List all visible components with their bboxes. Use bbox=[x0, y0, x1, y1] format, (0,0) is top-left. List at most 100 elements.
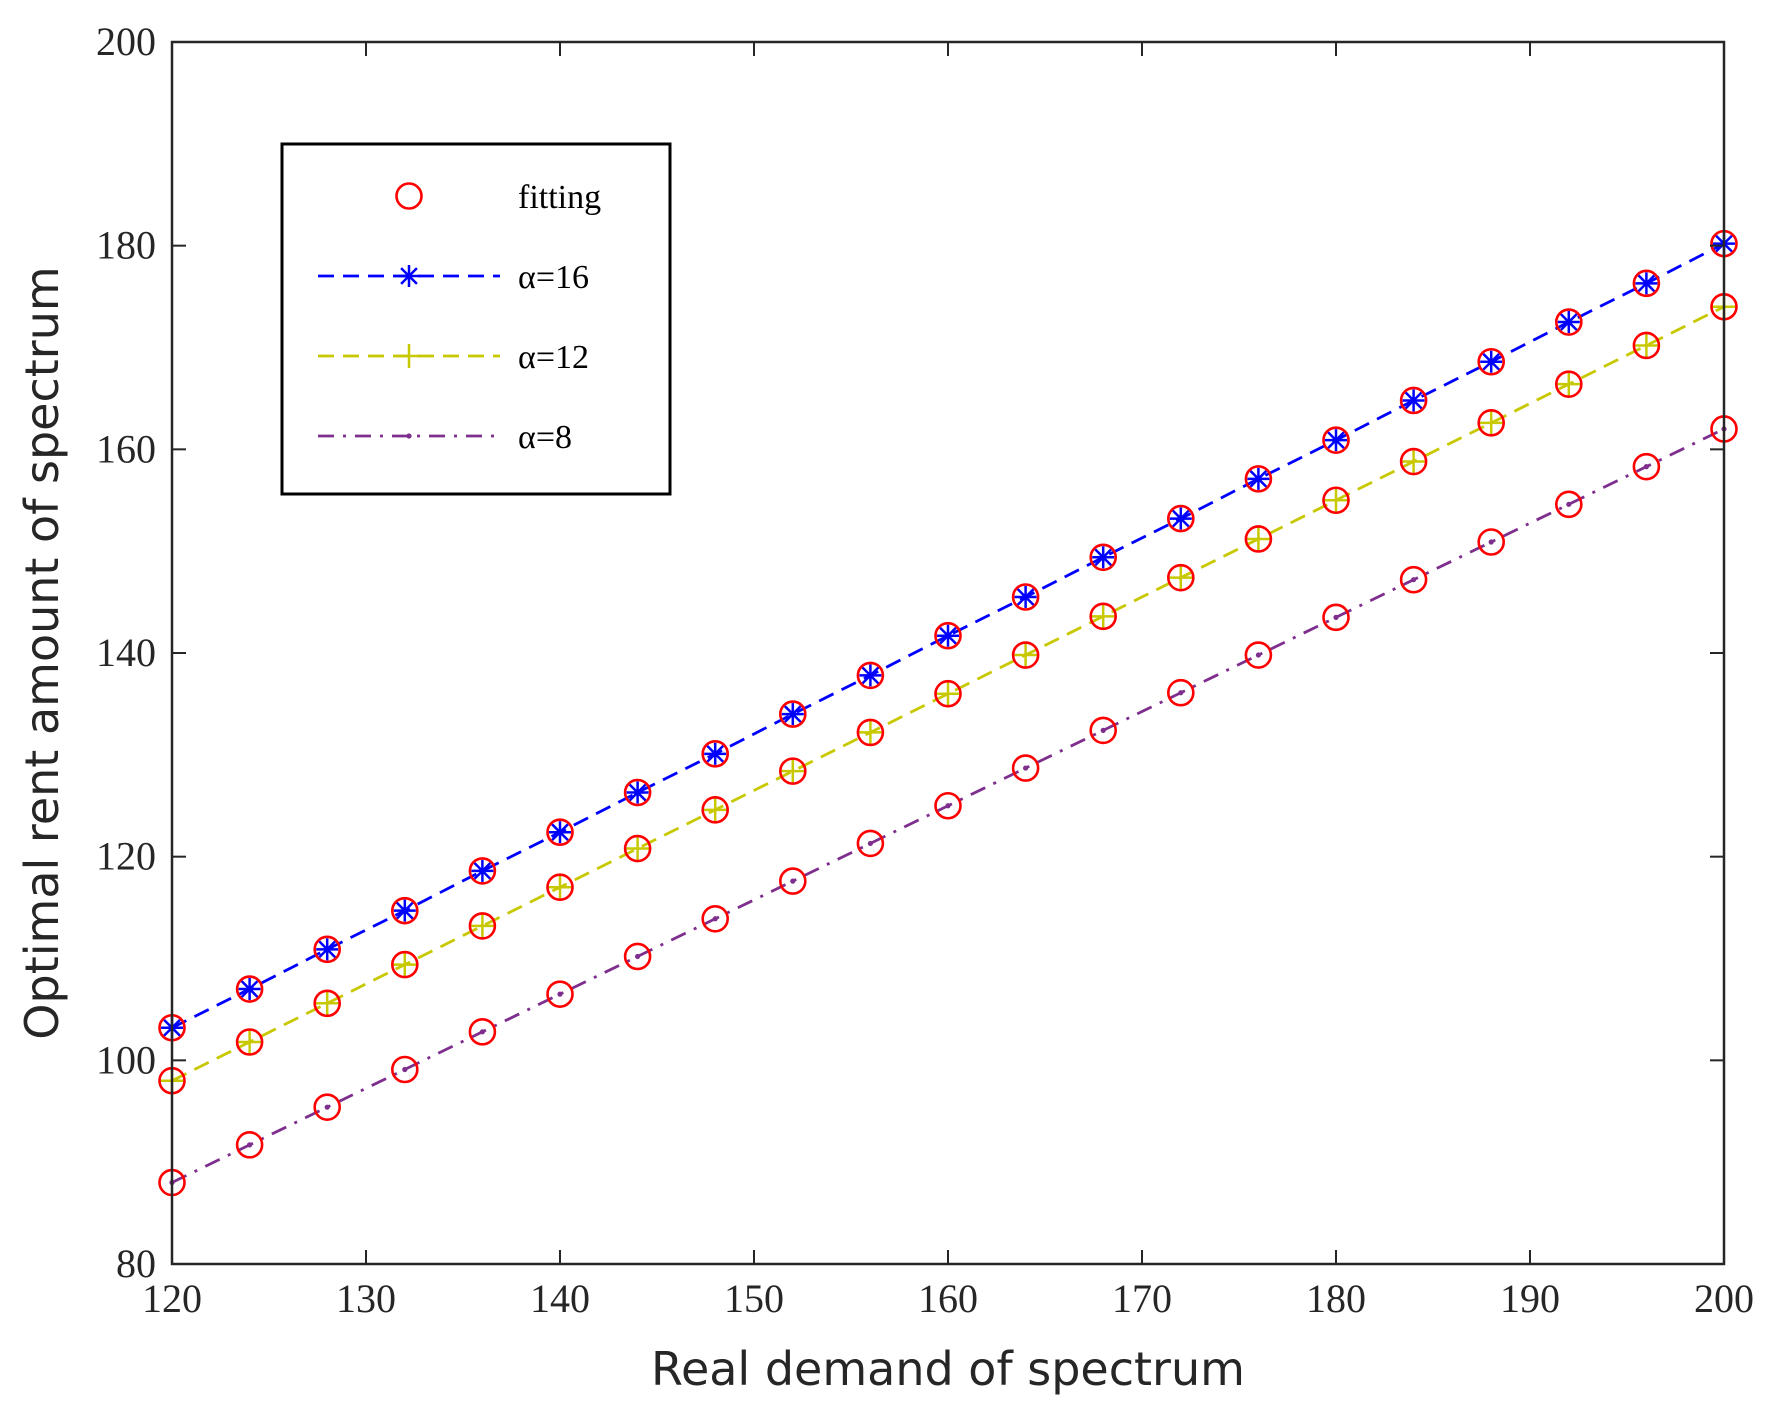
data-point bbox=[1479, 410, 1504, 435]
y-tick-label: 120 bbox=[96, 834, 156, 879]
fitting-point bbox=[235, 975, 264, 1003]
data-point bbox=[625, 836, 650, 861]
fitting-point bbox=[468, 857, 497, 885]
data-point bbox=[392, 952, 417, 977]
legend-marker bbox=[395, 182, 423, 210]
series-line bbox=[171, 305, 1725, 1082]
fitting-point bbox=[1632, 452, 1661, 481]
fitting-point bbox=[1089, 716, 1117, 745]
legend-entry: α=16 bbox=[318, 259, 589, 296]
fitting-point bbox=[235, 1131, 264, 1159]
fitting-point bbox=[701, 740, 730, 768]
data-point bbox=[626, 781, 649, 804]
y-tick-label: 140 bbox=[96, 630, 156, 675]
data-point bbox=[1401, 449, 1426, 474]
fitting-point bbox=[1632, 269, 1661, 298]
x-tick-label: 200 bbox=[1694, 1276, 1754, 1321]
data-point bbox=[1014, 585, 1037, 608]
fitting-point bbox=[1244, 641, 1273, 669]
data-point bbox=[1255, 652, 1261, 658]
data-point bbox=[781, 703, 804, 726]
data-point bbox=[712, 916, 718, 922]
fitting-point bbox=[1477, 528, 1505, 556]
legend-marker bbox=[406, 433, 412, 439]
data-point bbox=[936, 681, 960, 706]
data-point bbox=[470, 913, 495, 938]
legend-label: fitting bbox=[518, 179, 601, 216]
data-point bbox=[1488, 539, 1494, 545]
legend-label: α=12 bbox=[518, 339, 589, 376]
data-point bbox=[1023, 765, 1029, 771]
data-point bbox=[548, 875, 572, 900]
legend-entry: α=12 bbox=[318, 339, 589, 376]
fitting-point bbox=[390, 1055, 419, 1084]
data-point bbox=[1247, 467, 1270, 490]
data-point bbox=[867, 840, 874, 847]
data-point bbox=[247, 1142, 253, 1148]
fitting-point bbox=[1011, 754, 1040, 782]
fitting-point bbox=[1244, 465, 1273, 493]
fitting-point bbox=[623, 834, 652, 863]
data-point bbox=[937, 624, 959, 647]
y-tick-label: 180 bbox=[96, 223, 156, 268]
legend-entry: fitting bbox=[395, 179, 601, 216]
data-point bbox=[1556, 372, 1581, 397]
data-point bbox=[1013, 643, 1038, 668]
fitting-point bbox=[313, 935, 342, 964]
fitting-point bbox=[934, 621, 962, 650]
fitting-point bbox=[390, 896, 419, 925]
legend-marker bbox=[398, 265, 420, 287]
data-point bbox=[1324, 488, 1348, 513]
data-point bbox=[393, 899, 416, 922]
fitting-point bbox=[313, 1093, 342, 1121]
fitting-point bbox=[1089, 602, 1117, 631]
fitting-point bbox=[235, 1028, 264, 1056]
x-tick-label: 180 bbox=[1306, 1276, 1366, 1321]
fitting-point bbox=[1477, 409, 1505, 437]
data-point bbox=[1168, 565, 1193, 590]
fitting-point bbox=[778, 757, 807, 785]
fitting-point bbox=[1244, 525, 1273, 553]
legend-marker bbox=[397, 344, 421, 368]
x-tick-label: 120 bbox=[142, 1276, 202, 1321]
data-point bbox=[1643, 464, 1649, 470]
legend: fitting α=16 α=12 α=8 bbox=[280, 142, 672, 496]
data-point bbox=[703, 797, 728, 822]
y-tick-label: 200 bbox=[96, 19, 156, 64]
data-point bbox=[1402, 389, 1425, 412]
data-point bbox=[1557, 311, 1580, 334]
fitting-point bbox=[1322, 603, 1350, 632]
x-tick-label: 140 bbox=[530, 1276, 590, 1321]
fitting-point bbox=[468, 1018, 497, 1046]
fitting-point bbox=[856, 718, 885, 747]
data-point bbox=[945, 803, 951, 809]
fitting-point bbox=[778, 867, 807, 895]
data-point bbox=[858, 720, 883, 745]
data-point bbox=[1566, 501, 1572, 507]
fitting-point bbox=[701, 904, 730, 933]
data-point bbox=[1246, 526, 1271, 551]
legend-label: α=16 bbox=[518, 259, 589, 296]
fitting-point bbox=[856, 829, 885, 858]
fitting-point bbox=[1322, 486, 1350, 515]
y-axis-title: Optimal rent amount of spectrum bbox=[15, 266, 69, 1039]
series-line bbox=[171, 242, 1725, 1029]
x-axis-title: Real demand of spectrum bbox=[651, 1342, 1245, 1396]
fitting-point bbox=[623, 778, 652, 807]
fitting-point bbox=[1399, 447, 1428, 476]
fitting-point bbox=[1089, 543, 1117, 572]
x-tick-label: 190 bbox=[1500, 1276, 1560, 1321]
fitting-point bbox=[1011, 641, 1040, 669]
legend-box bbox=[280, 142, 672, 496]
data-point bbox=[557, 991, 563, 997]
fitting-point bbox=[1477, 347, 1505, 376]
data-point bbox=[316, 938, 339, 961]
data-point bbox=[479, 1029, 485, 1035]
fitting-point bbox=[623, 942, 652, 971]
fitting-point bbox=[546, 980, 574, 1008]
data-point bbox=[859, 664, 882, 687]
fitting-point bbox=[934, 791, 962, 820]
fitting-point bbox=[1632, 331, 1661, 360]
fitting-point bbox=[1555, 308, 1583, 336]
